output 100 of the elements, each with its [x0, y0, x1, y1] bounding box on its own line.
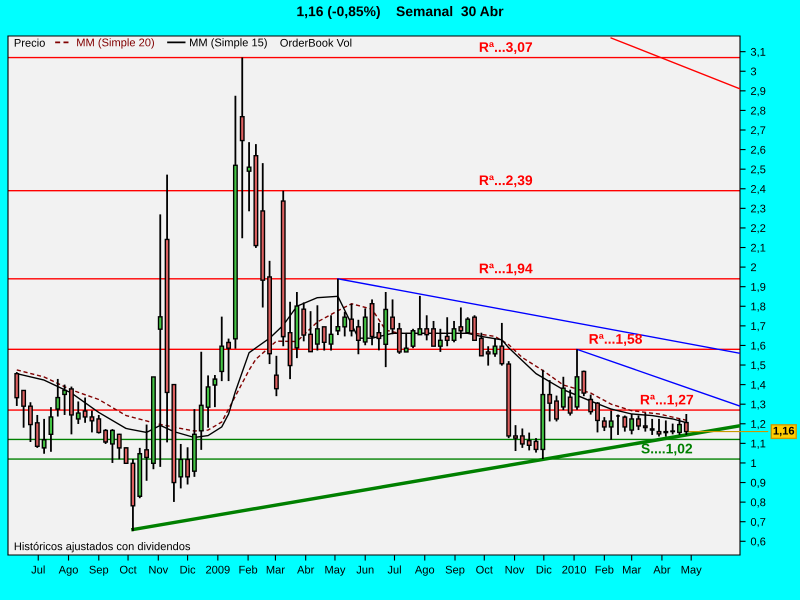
y-tick-label: 0,6: [750, 538, 766, 547]
candlestick: [34, 414, 40, 449]
x-tick-label: Sep: [446, 566, 464, 576]
x-tick-label: Dic: [536, 565, 552, 574]
candlestick: [178, 443, 184, 490]
y-tick-label: 0,9: [750, 478, 766, 488]
x-tick-label: Jul: [388, 565, 401, 574]
x-tick-label: Oct: [476, 566, 493, 574]
y-tick-label: 1,9: [751, 282, 766, 292]
y-tick-label: 3,1: [750, 48, 766, 58]
candlestick: [42, 418, 47, 455]
y-tick-label: 1,8: [751, 302, 766, 312]
x-tick-label: May: [682, 566, 702, 576]
y-tick-label: 1: [751, 459, 756, 467]
x-tick-label: Dic: [180, 565, 196, 574]
y-tick-label: 1,5: [751, 361, 766, 370]
candlestick: [21, 390, 26, 429]
x-tick-label: Ago: [414, 566, 434, 576]
candlestick: [554, 394, 559, 422]
candlestick: [116, 432, 122, 460]
y-tick-label: 1,2: [751, 420, 766, 430]
candlestick: [595, 401, 600, 434]
candlestick: [96, 414, 102, 434]
x-tick-label: Sep: [89, 566, 108, 576]
candlestick: [588, 394, 594, 416]
ref-line-label: Rª...1,58: [590, 334, 642, 346]
x-tick-label: Mar: [623, 566, 642, 574]
candlestick: [677, 418, 682, 436]
candlestick: [356, 318, 361, 356]
y-tick-label: 1,4: [751, 380, 766, 390]
candlestick: [55, 378, 60, 418]
candlestick: [206, 374, 211, 429]
candlestick: [274, 354, 279, 398]
y-tick-label: 2,9: [750, 87, 766, 96]
candlestick: [513, 424, 518, 452]
y-tick-label: 2,4: [750, 185, 766, 194]
x-tick-label: 2010: [562, 566, 586, 574]
legend-label: MM (Simple 20): [77, 38, 154, 49]
x-tick-label: 2009: [206, 566, 230, 574]
y-tick-label: 3: [750, 68, 756, 76]
candlestick: [240, 56, 245, 240]
y-tick-label: 2,5: [750, 165, 766, 175]
candlestick: [410, 328, 416, 350]
y-tick-label: 2: [750, 263, 756, 272]
candlestick: [322, 326, 327, 352]
y-tick-label: 0,7: [750, 518, 766, 528]
candlestick: [308, 310, 314, 353]
x-tick-label: Jul: [31, 565, 45, 574]
candlestick: [226, 338, 232, 382]
x-tick-label: Abr: [653, 565, 670, 574]
candlestick: [48, 406, 54, 453]
y-tick-label: 1,6: [751, 342, 766, 351]
candlestick: [492, 337, 498, 358]
x-tick-label: Feb: [596, 565, 614, 574]
y-tick-label: 2,3: [750, 204, 766, 214]
candlestick: [82, 396, 88, 424]
candlestick: [431, 320, 436, 348]
x-tick-label: Nov: [506, 566, 524, 574]
annotation: Precio: [14, 38, 45, 47]
candlestick: [89, 410, 94, 434]
annotation: Históricos ajustados con dividendos: [14, 542, 190, 552]
annotation: OrderBook Vol: [280, 38, 352, 47]
y-tick-label: 2,6: [750, 146, 766, 156]
candlestick: [424, 314, 430, 342]
candlestick: [124, 446, 129, 464]
candlestick: [103, 428, 108, 445]
candlestick: [76, 400, 81, 425]
candlestick: [581, 370, 586, 398]
legend-label: MM (Simple 15): [190, 38, 267, 49]
x-tick-label: Oct: [120, 566, 137, 574]
candlestick: [28, 401, 33, 443]
x-tick-label: Mar: [266, 566, 285, 574]
ref-line-label: S....1,02: [641, 444, 692, 456]
y-tick-label: 0,8: [750, 498, 766, 508]
candlestick: [390, 298, 395, 336]
x-tick-label: Jun: [356, 566, 374, 574]
y-tick-label: 2,7: [750, 126, 766, 136]
x-tick-label: Feb: [239, 565, 258, 574]
candlestick: [452, 320, 456, 344]
candlestick: [636, 414, 641, 431]
y-tick-label: 2,8: [750, 106, 766, 116]
candlestick: [534, 437, 538, 454]
candlestick: [642, 412, 648, 433]
candlestick: [396, 322, 402, 355]
x-tick-label: Ago: [58, 566, 78, 576]
ref-line-label: Rª...1,94: [480, 263, 533, 276]
candlestick: [246, 141, 252, 212]
candlestick: [650, 418, 655, 436]
candlestick: [185, 446, 190, 486]
candlestick: [342, 310, 348, 338]
x-tick-label: Abr: [297, 565, 314, 574]
candlestick: [404, 332, 409, 353]
y-tick-label: 1,1: [751, 440, 766, 449]
y-tick-label: 1,3: [751, 400, 766, 410]
chart-title: 1,16 (-0,85%) Semanal 30 Abr: [297, 6, 504, 19]
x-tick-label: Nov: [149, 566, 168, 574]
candlestick: [472, 314, 477, 342]
candlestick: [110, 428, 115, 464]
candlestick: [212, 374, 218, 408]
ref-line-label: Rª...2,39: [480, 175, 532, 188]
